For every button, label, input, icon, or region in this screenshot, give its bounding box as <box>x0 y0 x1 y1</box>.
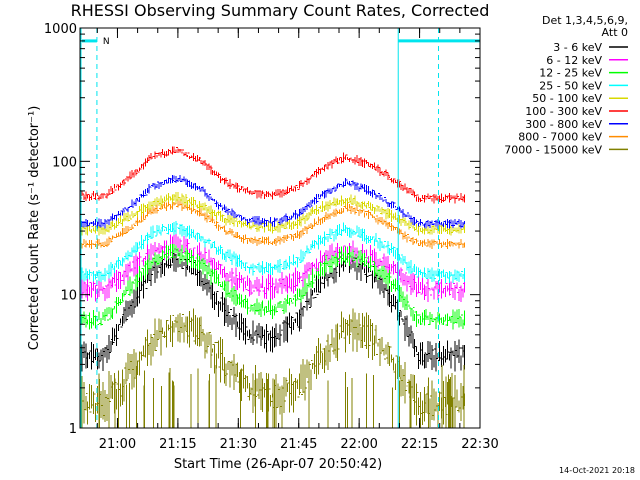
plot-area <box>79 146 466 428</box>
x-tick-label: 22:15 <box>401 437 438 452</box>
chart-title: RHESSI Observing Summary Count Rates, Co… <box>71 1 490 20</box>
generated-timestamp: 14-Oct-2021 20:18 <box>559 466 635 475</box>
y-tick-label: 1000 <box>44 22 77 37</box>
x-tick-label: 21:00 <box>99 437 136 452</box>
legend-label: 50 - 100 keV <box>532 92 602 105</box>
legend-header-line-2: Att 0 <box>602 26 628 39</box>
series-100-300-kev <box>79 146 466 204</box>
legend-label: 25 - 50 keV <box>539 79 602 92</box>
axes: 1 10 100 1000 21:00 21:15 21:30 21:45 22:00 22:15… <box>44 22 499 452</box>
legend-label: 100 - 300 keV <box>525 105 602 118</box>
x-tick-label: 21:15 <box>159 437 196 452</box>
legend-label: 7000 - 15000 keV <box>504 143 602 156</box>
x-tick-label: 21:45 <box>280 437 317 452</box>
night-marker-label: N <box>103 37 110 47</box>
y-tick-label: 100 <box>52 155 77 170</box>
x-tick-label: 22:00 <box>340 437 377 452</box>
x-tick-label: 21:30 <box>220 437 257 452</box>
x-tick-label: 22:30 <box>461 437 498 452</box>
legend-label: 6 - 12 keV <box>546 54 602 67</box>
legend-label: 12 - 25 keV <box>539 67 602 80</box>
legend-header-line-1: Det 1,3,4,5,6,9, <box>542 14 628 27</box>
legend-label: 800 - 7000 keV <box>518 131 602 144</box>
y-tick-label: 10 <box>60 289 77 304</box>
plot-frame <box>79 27 481 429</box>
orbit-markers: N <box>80 28 480 428</box>
y-tick-label: 1 <box>69 422 77 437</box>
legend-label: 300 - 800 keV <box>525 118 602 131</box>
x-axis-label: Start Time (26-Apr-07 20:50:42) <box>174 457 382 472</box>
y-axis-label: Corrected Count Rate (s⁻¹ detector⁻¹) <box>27 106 42 351</box>
legend-label: 3 - 6 keV <box>553 41 602 54</box>
